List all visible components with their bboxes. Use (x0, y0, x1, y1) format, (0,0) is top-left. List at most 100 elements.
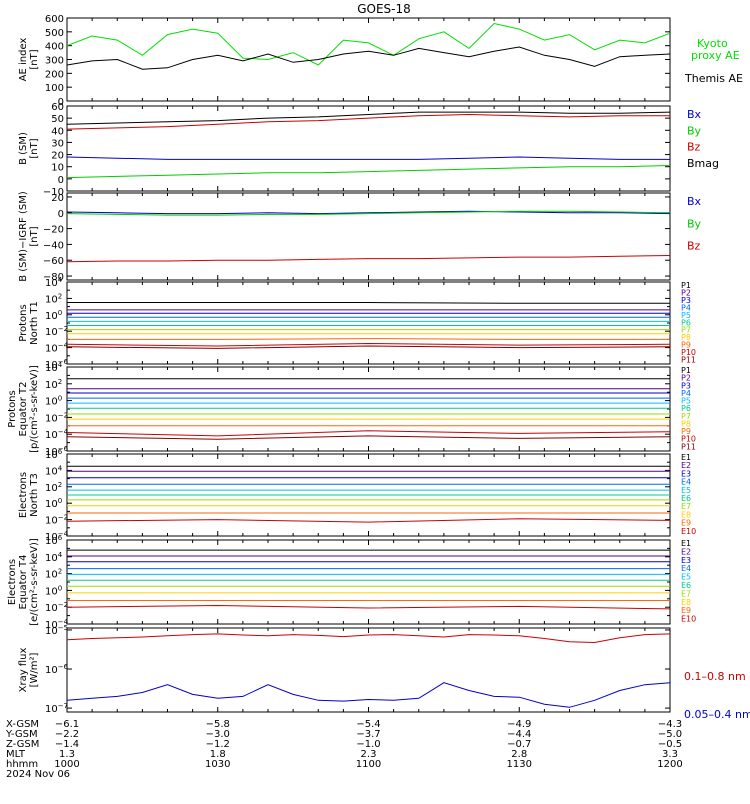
x-row-label: hhmm (6, 759, 38, 770)
y-tick-label: 50 (51, 114, 64, 125)
legend-p4: P4 (681, 389, 691, 398)
legend-e1: E1 (681, 453, 691, 462)
panel-bigrf: −80 −60 −40 −20 0 20 B (SM)−IGRF (SM) [nT] Bx By B… (18, 191, 702, 283)
y-tick-label: 10−7 (45, 702, 68, 715)
legend-e4: E4 (681, 478, 691, 487)
y-tick-label: −60 (43, 256, 64, 267)
series-kyoto-proxy-ae-line (67, 22, 670, 66)
x-tick-value: 1030 (205, 759, 230, 770)
legend-p7: P7 (681, 326, 691, 335)
legend-p11: P11 (681, 442, 696, 451)
legend-bz: Bz (687, 141, 701, 154)
legend-long-xray: 0.1–0.8 nm (684, 670, 746, 683)
y-tick-label: 10−2 (45, 325, 68, 338)
x-tick-value: −0.7 (507, 739, 531, 750)
y-axis-label: Equator T4 (18, 555, 29, 610)
x-tick-value: 1.8 (210, 749, 226, 760)
series-p9-line (67, 338, 670, 340)
legend-short-xray: 0.05–0.4 nm (684, 708, 750, 721)
legend-bx: Bx (687, 108, 702, 121)
legend-p10: P10 (681, 435, 696, 444)
y-axis-label: [nT] (29, 226, 40, 246)
y-tick-label: −40 (43, 240, 64, 251)
y-tick-label: 60 (51, 102, 64, 113)
series-0-1-0-8-nm-line (67, 633, 670, 644)
y-axis-label: Protons (18, 304, 29, 341)
y-axis-label: [W/m²] (29, 652, 40, 687)
legend-p3: P3 (681, 381, 691, 390)
x-tick-value: −5.0 (658, 729, 682, 740)
y-tick-label: 10−6 (45, 663, 69, 676)
legend-bz: Bz (687, 240, 701, 253)
x-row-label: MLT (6, 749, 26, 760)
legend-p2: P2 (681, 288, 691, 297)
series-bz-line (67, 255, 670, 263)
legend-e2: E2 (681, 461, 691, 470)
y-axis-label: [nT] (29, 49, 40, 69)
legend-e6: E6 (681, 581, 691, 590)
x-tick-value: −6.1 (55, 719, 79, 730)
x-tick-value: −5.4 (356, 719, 380, 730)
legend-p11: P11 (681, 356, 696, 365)
x-tick-value: 2.3 (361, 749, 377, 760)
y-tick-label: 10−6 (45, 445, 69, 458)
legend-e7: E7 (681, 589, 691, 598)
y-tick-label: 400 (45, 42, 64, 53)
legend-e2: E2 (681, 547, 691, 556)
series-e10-line (67, 518, 670, 523)
legend-by: By (687, 124, 702, 137)
y-tick-label: 104 (45, 551, 63, 564)
legend-p9: P9 (681, 341, 691, 350)
y-tick-label: 10−2 (45, 601, 68, 614)
y-tick-label: 10−2 (45, 411, 68, 424)
panel-pt2: 10−6 10−4 10−2 100 102 104 Protons Equator T2 [p… (7, 361, 696, 458)
legend-e4: E4 (681, 564, 691, 573)
y-tick-label: 102 (45, 568, 62, 581)
series-bmag-line (67, 111, 670, 125)
y-tick-label: 102 (45, 292, 62, 305)
y-tick-label: 600 (45, 14, 64, 25)
y-tick-label: 100 (45, 309, 62, 322)
y-axis-label: B (SM) (18, 132, 29, 165)
y-axis-label: Xray flux (18, 648, 29, 693)
y-tick-label: 102 (45, 481, 62, 494)
y-tick-label: 100 (45, 395, 62, 408)
legend-p2: P2 (681, 374, 691, 383)
x-tick-value: −3.0 (206, 729, 230, 740)
y-axis-label: [nT] (29, 138, 40, 158)
legend-themis: Themis AE (684, 72, 743, 85)
legend-kyoto: Kyoto (697, 37, 728, 50)
plot-title: GOES-18 (357, 2, 411, 16)
legend-p7: P7 (681, 412, 691, 421)
y-tick-label: 0 (58, 175, 64, 186)
x-tick-value: −5.8 (206, 719, 230, 730)
x-row-label: Y-GSM (5, 729, 38, 740)
legend-e10: E10 (681, 527, 696, 536)
y-tick-label: 0 (58, 97, 64, 108)
y-tick-label: 200 (45, 69, 64, 80)
panel-xray: 10−7 10−6 10−5 Xray flux [W/m²] 0.1–0.8 nm 0.0… (18, 624, 750, 721)
x-tick-value: 1000 (54, 759, 79, 770)
y-axis-label: AE index (18, 38, 29, 82)
legend-kyoto: proxy AE (691, 49, 740, 62)
y-tick-label: 500 (45, 28, 64, 39)
y-tick-label: 0 (58, 209, 64, 220)
legend-e3: E3 (681, 556, 691, 565)
series-p11-line (67, 435, 670, 440)
y-tick-label: 102 (45, 378, 62, 391)
y-axis-label: Electrons (18, 472, 29, 518)
x-row-label: Z-GSM (6, 739, 39, 750)
series-by-line (67, 210, 670, 216)
y-tick-label: 10−4 (45, 530, 69, 543)
legend-p8: P8 (681, 333, 691, 342)
y-tick-label: −20 (43, 225, 64, 236)
series-bx-line (67, 156, 670, 160)
x-tick-value: 2.8 (511, 749, 527, 760)
x-tick-value: 1100 (356, 759, 381, 770)
x-tick-value: 3.3 (662, 749, 678, 760)
x-tick-value: −1.2 (206, 739, 230, 750)
series-0-05-0-4-nm-line (67, 682, 670, 708)
legend-e7: E7 (681, 502, 691, 511)
legend-p10: P10 (681, 348, 696, 357)
